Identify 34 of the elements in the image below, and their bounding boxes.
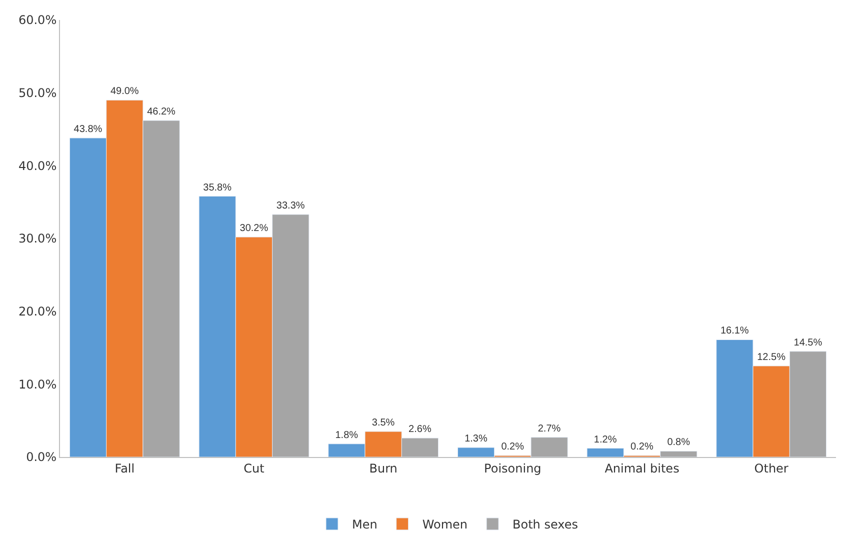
data-label: 14.5% [794,337,822,348]
data-label: 1.3% [464,434,488,445]
y-tick-label: 30.0% [18,232,57,246]
data-label: 43.8% [74,124,102,135]
x-tick-label: Fall [114,461,135,476]
legend-label: Men [352,518,378,532]
y-tick-label: 20.0% [18,304,57,319]
data-label: 33.3% [276,200,305,212]
data-label: 0.2% [501,442,524,453]
data-label: 0.2% [630,442,654,453]
data-label: 2.7% [538,423,561,434]
y-tick-label: 10.0% [18,377,57,392]
y-tick-label: 40.0% [18,158,57,173]
y-tick-label: 60.0% [18,13,57,28]
y-tick-label: 0.0% [26,450,57,464]
legend-label: Both sexes [512,518,578,532]
x-tick-label: Poisoning [484,461,542,476]
data-label: 35.8% [203,182,232,194]
data-label: 12.5% [757,352,786,363]
data-label: 1.2% [594,434,617,446]
data-label: 3.5% [372,418,395,429]
y-tick-label: 50.0% [18,86,57,100]
data-label: 0.8% [667,437,690,448]
x-tick-label: Animal bites [604,461,680,476]
x-tick-label: Burn [369,461,398,476]
data-label: 1.8% [335,430,358,441]
data-label: 30.2% [240,223,268,234]
data-label: 49.0% [110,86,139,98]
data-label: 2.6% [408,424,432,436]
x-tick-label: Other [754,461,788,476]
data-label: 16.1% [720,326,749,337]
x-tick-label: Cut [244,461,265,476]
legend-label: Women [422,518,468,532]
data-label: 46.2% [147,106,176,118]
